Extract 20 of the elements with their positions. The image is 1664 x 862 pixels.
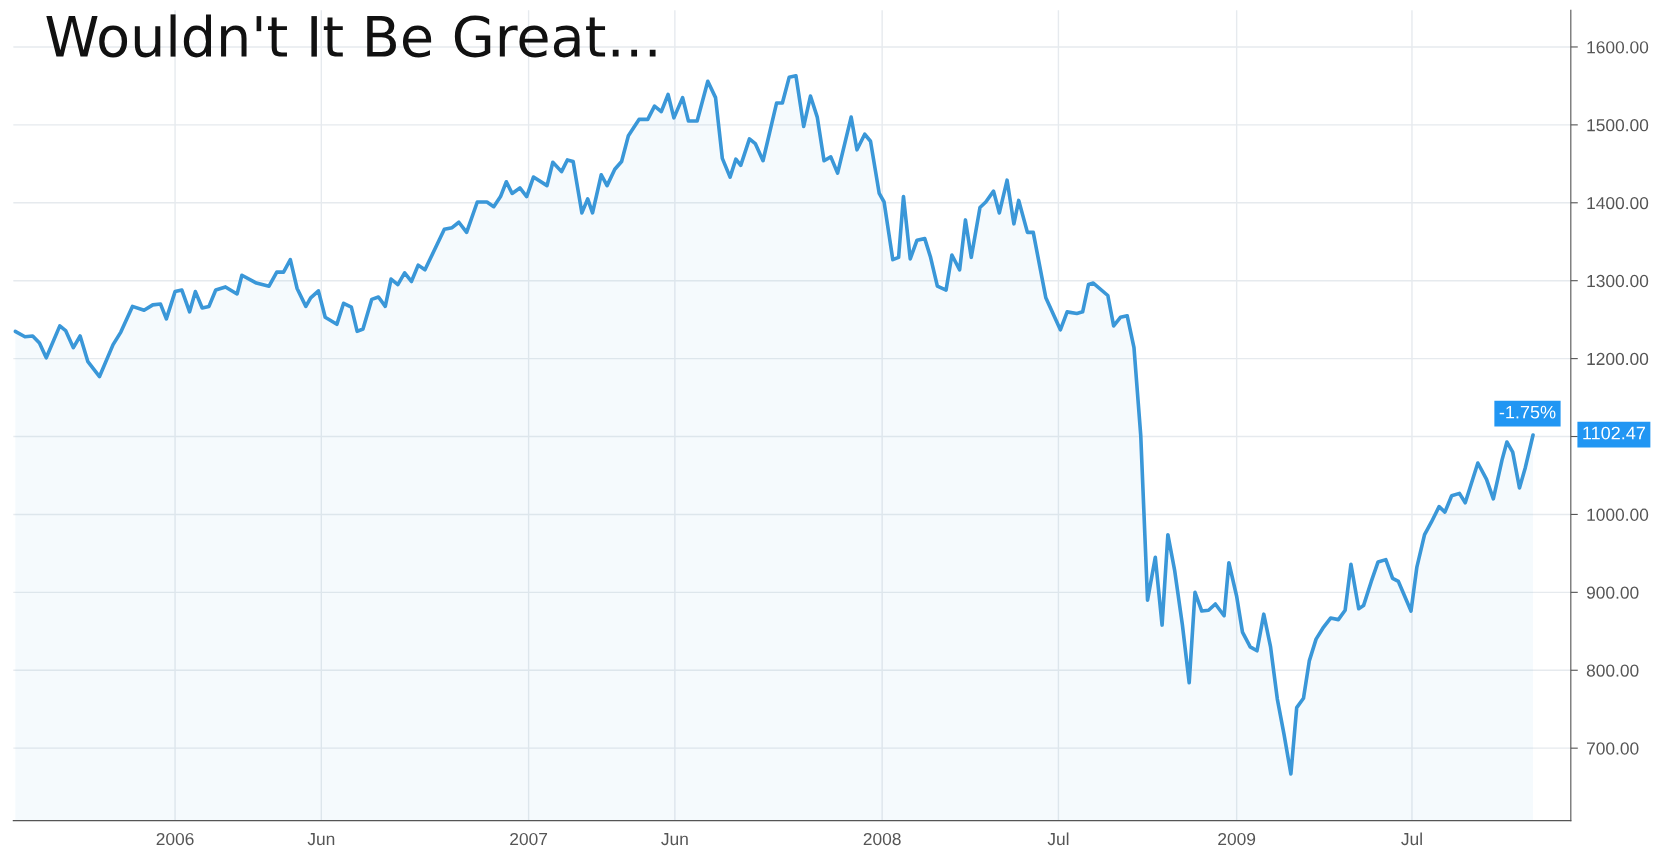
y-tick-label: 900.00 [1586,586,1639,599]
y-tick-label: 1000.00 [1587,508,1649,521]
y-tick-label: 700.00 [1586,742,1639,755]
x-tick-label: Jul [1401,832,1422,846]
annotation: -1.75% [1499,405,1556,419]
x-tick-label: Jul [1047,832,1069,846]
y-tick-label: 1600.00 [1587,41,1649,54]
y-tick-label: 1400.00 [1587,196,1649,210]
y-tick-label: 1500.00 [1587,119,1649,132]
y-tick-label: 1200.00 [1587,352,1649,366]
x-tick-label: Jun [661,833,688,846]
chart-title: Wouldn't It Be Great… [46,14,656,58]
x-tick-label: 2009 [1218,832,1256,846]
x-tick-label: 2008 [863,832,901,846]
y-tick-label: 800.00 [1586,664,1639,677]
x-tick-label: 2006 [156,832,194,846]
annotation: 1102.47 [1583,426,1645,440]
x-tick-label: Jun [307,833,335,846]
x-tick-label: 2007 [510,832,548,846]
y-tick-label: 1300.00 [1587,274,1649,288]
